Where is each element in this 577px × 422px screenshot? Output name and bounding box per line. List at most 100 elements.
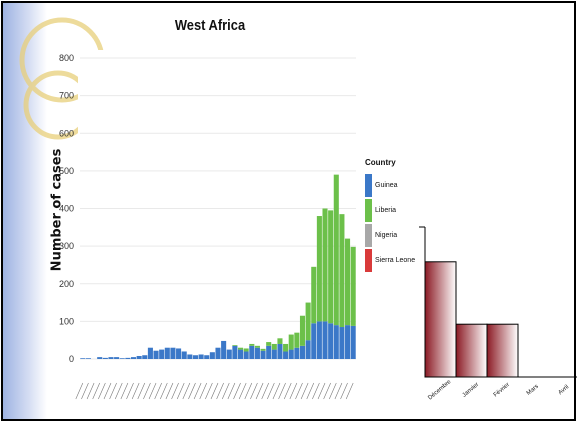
bar-segment	[305, 340, 311, 359]
bar-segment	[176, 348, 182, 359]
bar-segment	[294, 347, 300, 359]
bar-segment	[215, 347, 221, 359]
bar-segment	[322, 321, 328, 359]
x-tick-label	[103, 382, 112, 400]
month-bar	[455, 323, 488, 378]
bar-segment	[288, 349, 294, 359]
bar-segment	[333, 325, 339, 359]
bar-segment	[232, 345, 238, 359]
bar-segment	[311, 323, 317, 359]
x-tick-label	[334, 382, 343, 400]
x-tick-label	[216, 382, 224, 400]
bar-segment	[243, 348, 249, 352]
y-axis-label: Number of cases	[49, 148, 65, 272]
bar-segment	[97, 357, 103, 359]
bar-segment	[119, 358, 125, 359]
bar-segment	[209, 352, 215, 359]
x-tick-label	[300, 382, 309, 400]
bar-segment	[345, 325, 351, 359]
x-tick-label	[278, 382, 286, 400]
legend-swatch	[365, 249, 372, 272]
bar-segment	[102, 357, 108, 359]
x-tick-label	[92, 382, 100, 400]
x-tick-label	[160, 382, 168, 400]
x-tick-label	[114, 382, 123, 400]
x-tick-label	[143, 382, 151, 400]
bar-segment	[339, 327, 345, 359]
chart-title: West Africa	[174, 17, 246, 34]
bar-segment	[198, 354, 204, 359]
x-tick-label	[171, 382, 179, 400]
decorative-strip	[3, 3, 47, 419]
x-tick-label	[317, 382, 326, 400]
bar-segment	[299, 345, 306, 359]
x-tick-label	[120, 382, 129, 400]
bar-segment	[254, 347, 260, 359]
bar-segment	[249, 343, 255, 346]
bar-segment	[243, 351, 249, 359]
bar-segment	[328, 323, 334, 359]
legend-title: Country	[365, 158, 396, 167]
legend-item-nigeria: Nigeria	[365, 223, 415, 248]
bar-segment	[237, 349, 244, 359]
bar-segment	[181, 351, 187, 359]
y-tick-label: 0	[69, 354, 74, 364]
x-tick-label	[137, 382, 146, 400]
legend-swatch	[365, 199, 372, 222]
bar-segment	[350, 325, 356, 359]
bar-segment	[80, 358, 86, 359]
legend-item-sierra-leone: Sierra Leone	[365, 248, 415, 273]
bar-segment	[108, 357, 114, 359]
y-tick-label: 300	[59, 241, 74, 251]
x-tick-label	[148, 382, 157, 400]
bar-segment	[271, 349, 277, 359]
bar-segment	[125, 357, 131, 359]
x-tick-label	[81, 382, 89, 400]
bar-segment	[159, 349, 165, 359]
legend-swatch	[365, 224, 372, 247]
bar-segment	[147, 347, 153, 359]
x-tick-label	[340, 382, 348, 400]
bar-segment	[226, 349, 232, 359]
bar-segment	[277, 338, 283, 344]
legend-label: Guinea	[375, 182, 398, 189]
x-tick-label	[233, 382, 241, 400]
x-tick-label	[306, 382, 315, 400]
bar-segment	[221, 340, 227, 359]
legend: Country Guinea Liberia Nigeria Sierra Le…	[365, 158, 415, 273]
bar-segment	[266, 345, 272, 359]
bar-segment	[305, 302, 311, 341]
x-tick-label	[267, 382, 275, 400]
bar-segment	[85, 358, 91, 359]
y-tick-label: 800	[59, 53, 74, 63]
x-tick-label	[283, 382, 292, 400]
bar-segment	[192, 355, 199, 359]
bar-segment	[130, 357, 137, 359]
bar-segment	[170, 347, 176, 359]
bar-segment	[114, 357, 120, 359]
x-tick-label	[98, 382, 106, 400]
legend-label: Nigeria	[375, 232, 398, 239]
bar-segment	[316, 321, 322, 359]
bar-segment	[260, 348, 266, 351]
y-tick-label: 100	[59, 316, 74, 326]
bar-segment	[142, 355, 148, 359]
legend-swatch	[365, 174, 372, 197]
y-tick-label: 700	[59, 91, 74, 101]
bar-segment	[204, 355, 210, 359]
legend-item-liberia: Liberia	[365, 198, 415, 223]
x-tick-label	[75, 382, 84, 400]
bar-segment	[164, 347, 170, 359]
month-bar	[486, 323, 519, 378]
x-tick-label	[244, 382, 253, 400]
x-tick-label	[188, 382, 196, 400]
x-tick-label	[345, 382, 354, 400]
x-tick-label	[193, 382, 202, 400]
bar-segment	[294, 332, 300, 348]
x-tick-label	[86, 382, 95, 400]
x-tick-label	[238, 382, 247, 400]
y-tick-label: 200	[59, 279, 74, 289]
x-tick-label	[131, 382, 140, 400]
